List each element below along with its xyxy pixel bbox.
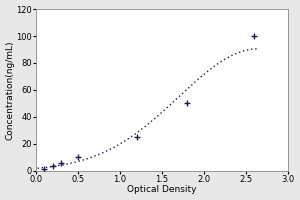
X-axis label: Optical Density: Optical Density [127,185,196,194]
Y-axis label: Concentration(ng/mL): Concentration(ng/mL) [6,40,15,140]
